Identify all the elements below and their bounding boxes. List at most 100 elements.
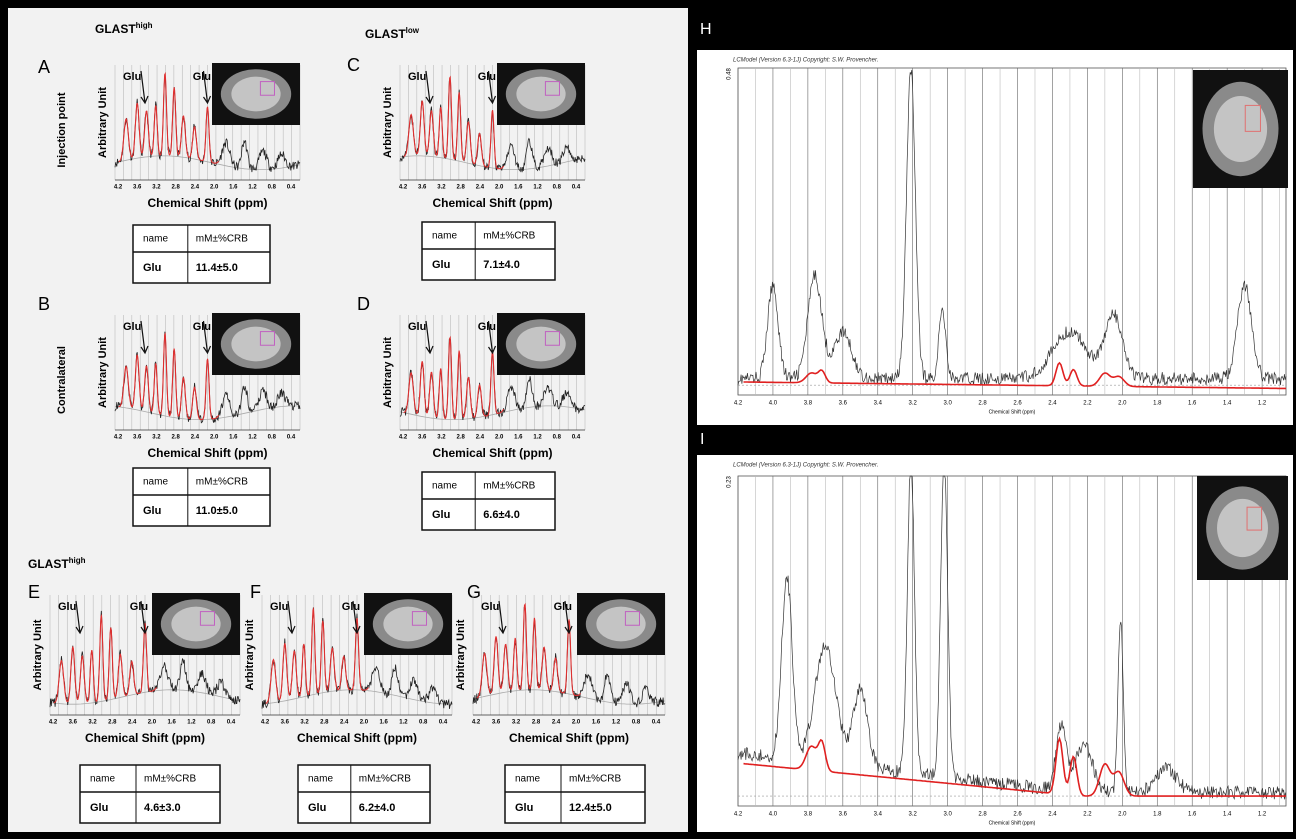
x-tick-label: 2.8 [171, 435, 180, 441]
x-tick-label: 0.4 [439, 720, 448, 726]
peak-label: Glu [193, 71, 211, 83]
peak-arrow [487, 320, 497, 355]
x-tick-label: 0.8 [553, 435, 562, 441]
x-tick-label: 0.8 [207, 720, 216, 726]
spectrum-fit [118, 71, 220, 164]
baseline-fit [399, 405, 586, 420]
x-tick-label: 1.8 [1153, 401, 1162, 407]
mri-roi [1244, 104, 1261, 132]
x-tick-label: 0.4 [572, 185, 581, 191]
x-tick-label: 1.2 [1258, 812, 1267, 818]
peak-arrow [487, 70, 497, 105]
x-tick-label: 1.2 [248, 435, 257, 441]
table-cell: Glu [90, 802, 108, 814]
x-tick-label: 2.2 [1083, 812, 1092, 818]
spectrum-fit [53, 613, 157, 704]
mri-brain [171, 606, 221, 642]
table-header: name [143, 234, 168, 245]
x-tick-label: 1.2 [533, 435, 542, 441]
table [421, 221, 556, 281]
x-tick-label: 3.6 [418, 435, 427, 441]
caption: LCModel (Version 6.3-1J) Copyright: S.W.… [733, 58, 878, 64]
spectrum-fit [403, 75, 505, 170]
x-tick-label: 2.8 [108, 720, 117, 726]
spectrum-fit [743, 736, 1286, 797]
x-tick-label: 3.6 [839, 401, 848, 407]
mri-roi [544, 81, 560, 96]
table-cell: Glu [515, 802, 533, 814]
x-tick-label: 2.4 [128, 720, 137, 726]
x-tick-label: 2.4 [340, 720, 349, 726]
x-tick-label: 3.4 [874, 401, 883, 407]
panel-letter: A [38, 57, 50, 77]
x-tick-label: 4.2 [734, 401, 743, 407]
peak-label: Glu [193, 321, 211, 333]
mri-brain [231, 76, 281, 112]
x-tick-label: 2.2 [1083, 401, 1092, 407]
peak-arrow [140, 600, 149, 635]
y-axis-label: Arbitrary Unit [382, 337, 394, 408]
x-tick-label: 2.4 [191, 435, 200, 441]
x-tick-label: 1.6 [514, 185, 523, 191]
peak-label: Glu [270, 601, 288, 613]
x-tick-label: 2.0 [360, 720, 369, 726]
spectrum-fit [118, 332, 220, 421]
x-tick-label: 1.2 [1258, 401, 1267, 407]
y-axis-label: Arbitrary Unit [32, 619, 44, 690]
spectrum [737, 69, 1287, 387]
x-tick-label: 1.2 [248, 185, 257, 191]
x-tick-label: 4.2 [261, 720, 270, 726]
mri-brain [1217, 498, 1268, 558]
mri-brain [1213, 95, 1268, 163]
x-tick-label: 2.0 [148, 720, 157, 726]
x-tick-label: 0.4 [287, 435, 296, 441]
table-cell: Glu [432, 259, 450, 271]
x-tick-label: 2.0 [495, 435, 504, 441]
x-tick-label: 3.2 [909, 812, 918, 818]
x-tick-label: 3.2 [152, 185, 161, 191]
table [79, 764, 221, 824]
baseline-fit [49, 689, 241, 705]
panel-letter: F [250, 582, 261, 602]
peak-arrow [75, 600, 84, 635]
x-tick-label: 2.8 [456, 435, 465, 441]
x-tick-label: 2.8 [532, 720, 541, 726]
table [132, 224, 271, 284]
group-superscript: high [136, 21, 153, 30]
mri-brain [516, 326, 566, 362]
baseline-fit [472, 689, 666, 705]
x-tick-label: 2.8 [171, 185, 180, 191]
x-tick-label: 2.6 [1013, 401, 1022, 407]
table [421, 471, 556, 531]
panel-letter: B [38, 294, 50, 314]
x-tick-label: 4.2 [399, 185, 408, 191]
x-tick-label: 3.2 [512, 720, 521, 726]
x-tick-label: 2.6 [1013, 812, 1022, 818]
table-header: name [515, 774, 540, 785]
x-axis-label: Chemical Shift (ppm) [432, 196, 552, 210]
mri-brain [383, 606, 433, 642]
peak-arrow [202, 70, 212, 105]
mri-roi [624, 611, 640, 626]
mri-roi [259, 81, 275, 96]
x-tick-label: 1.6 [514, 435, 523, 441]
x-tick-label: 3.2 [909, 401, 918, 407]
x-tick-label: 3.2 [437, 185, 446, 191]
y-axis-label: Arbitrary Unit [97, 337, 109, 408]
peak-label: Glu [342, 601, 360, 613]
table-header: mM±%CRB [483, 481, 535, 492]
x-tick-label: 2.0 [572, 720, 581, 726]
table-header: name [432, 481, 457, 492]
x-tick-label: 1.8 [1153, 812, 1162, 818]
peak-label: Glu [554, 601, 572, 613]
x-tick-label: 3.2 [152, 435, 161, 441]
x-tick-label: 1.6 [1188, 401, 1197, 407]
x-tick-label: 3.8 [804, 812, 813, 818]
x-tick-label: 0.8 [268, 435, 277, 441]
x-tick-label: 1.6 [229, 185, 238, 191]
group-superscript: low [406, 26, 420, 35]
x-tick-label: 3.2 [88, 720, 97, 726]
panel-letter: C [347, 55, 360, 75]
x-axis-label: Chemical Shift (ppm) [509, 731, 629, 745]
